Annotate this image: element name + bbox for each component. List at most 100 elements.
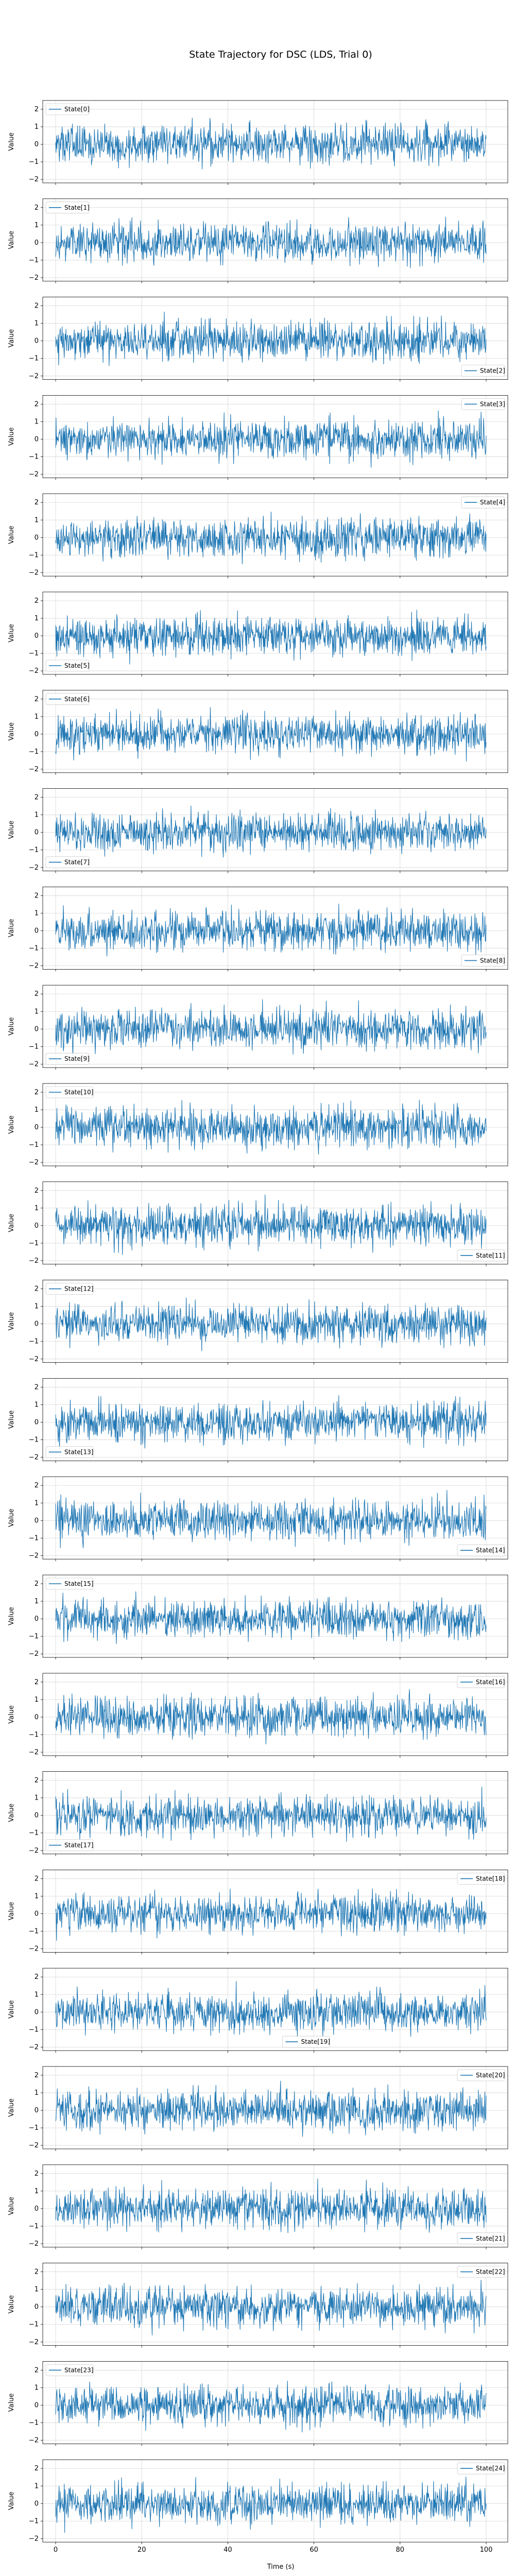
series-line xyxy=(55,805,487,858)
y-axis-title: Value xyxy=(8,1411,15,1429)
y-tick-label: 2 xyxy=(35,2366,39,2374)
y-tick-label: 1 xyxy=(35,2188,39,2195)
legend: State[1] xyxy=(45,201,90,214)
legend-label: State[16] xyxy=(476,1679,505,1686)
series-line xyxy=(55,707,487,761)
x-tick-label: 60 xyxy=(310,2546,318,2554)
y-tick-label: 2 xyxy=(35,892,39,900)
y-tick-label: −1 xyxy=(29,1141,39,1149)
y-tick-label: 0 xyxy=(35,141,39,148)
y-axis-title: Value xyxy=(8,821,15,839)
y-tick-label: −2 xyxy=(29,2437,39,2445)
axes-frame xyxy=(42,985,508,1068)
y-tick-label: 2 xyxy=(35,2268,39,2276)
legend-label: State[9] xyxy=(64,1055,90,1062)
y-axis-title: Value xyxy=(8,1214,15,1232)
legend-box xyxy=(461,955,505,967)
x-axis-title: Time (s) xyxy=(267,2563,295,2571)
legend-label: State[6] xyxy=(64,696,90,703)
y-tick-label: 1 xyxy=(35,2482,39,2490)
series-line xyxy=(55,1787,487,1842)
y-tick-label: −1 xyxy=(29,1534,39,1542)
y-tick-label: 2 xyxy=(35,1580,39,1588)
axes-frame xyxy=(42,1771,508,1855)
legend-label: State[17] xyxy=(64,1842,93,1849)
legend: State[24] xyxy=(457,2462,505,2475)
legend-box xyxy=(45,1446,94,1458)
y-tick-label: 2 xyxy=(35,1679,39,1686)
y-tick-label: 0 xyxy=(35,239,39,247)
legend: State[16] xyxy=(457,1676,505,1688)
legend-box xyxy=(45,1053,90,1065)
y-tick-label: −2 xyxy=(29,2535,39,2543)
subplot-12: −2 −1 0 1 2 Value State[12] xyxy=(8,1280,508,1365)
y-tick-label: 0 xyxy=(35,1615,39,1623)
legend: State[7] xyxy=(45,856,90,868)
y-axis-title: Value xyxy=(8,1705,15,1724)
y-axis-title: Value xyxy=(8,1017,15,1036)
y-tick-label: 1 xyxy=(35,1696,39,1704)
subplot-6: −2 −1 0 1 2 Value State[6] xyxy=(8,690,508,775)
x-tick-label: 80 xyxy=(396,2546,405,2554)
legend: State[11] xyxy=(457,1249,505,1262)
legend-box xyxy=(457,2266,505,2278)
y-tick-label: −1 xyxy=(29,1633,39,1640)
axes-frame xyxy=(42,1476,508,1560)
y-tick-label: 1 xyxy=(35,1991,39,1998)
subplot-22: −2 −1 0 1 2 Value State[22] xyxy=(8,2263,508,2348)
legend-box xyxy=(457,2232,505,2245)
subplot-1: −2 −1 0 1 2 Value State[1] xyxy=(8,198,508,283)
subplot-7: −2 −1 0 1 2 Value State[7] xyxy=(8,788,508,873)
y-tick-label: −2 xyxy=(29,1650,39,1658)
y-tick-label: −1 xyxy=(29,1240,39,1247)
y-tick-label: 1 xyxy=(35,1598,39,1605)
y-tick-label: −1 xyxy=(29,2124,39,2132)
legend-box xyxy=(45,659,90,672)
y-tick-label: −1 xyxy=(29,257,39,264)
y-tick-label: −1 xyxy=(29,1928,39,1936)
subplot-8: −2 −1 0 1 2 Value State[8] xyxy=(8,887,508,972)
plot-area xyxy=(43,198,508,281)
legend-label: State[22] xyxy=(476,2268,505,2276)
y-tick-label: 0 xyxy=(35,2107,39,2114)
y-tick-label: −1 xyxy=(29,551,39,559)
y-axis-title: Value xyxy=(8,1902,15,1921)
y-tick-label: 0 xyxy=(35,731,39,738)
axes-frame xyxy=(42,1280,508,1363)
y-tick-label: −2 xyxy=(29,569,39,577)
legend-label: State[7] xyxy=(64,859,90,866)
y-tick-label: 0 xyxy=(35,829,39,837)
y-tick-label: −2 xyxy=(29,372,39,380)
y-tick-label: −2 xyxy=(29,1749,39,1756)
legend-box xyxy=(461,365,505,377)
series-line xyxy=(55,999,487,1057)
legend-box xyxy=(45,103,90,115)
y-axis-title: Value xyxy=(8,919,15,938)
series-line xyxy=(55,1489,487,1549)
series-line xyxy=(55,2279,487,2335)
y-axis-title: Value xyxy=(8,329,15,348)
y-tick-label: 0 xyxy=(35,1222,39,1230)
y-tick-label: 2 xyxy=(35,1875,39,1883)
y-tick-label: −1 xyxy=(29,846,39,854)
y-tick-label: 0 xyxy=(35,2205,39,2213)
y-tick-label: −2 xyxy=(29,2142,39,2149)
y-tick-label: 2 xyxy=(35,1777,39,1785)
y-axis-title: Value xyxy=(8,2197,15,2215)
axes-frame xyxy=(42,1869,508,1953)
legend-label: State[2] xyxy=(480,367,505,375)
y-axis-title: Value xyxy=(8,1804,15,1822)
plot-area xyxy=(43,1673,508,1756)
legend-label: State[19] xyxy=(301,2038,330,2045)
subplot-16: −2 −1 0 1 2 Value State[16] xyxy=(8,1673,508,1758)
y-tick-label: 2 xyxy=(35,1285,39,1293)
y-tick-label: 2 xyxy=(35,2170,39,2178)
y-tick-label: −1 xyxy=(29,1338,39,1346)
series-line xyxy=(55,609,487,665)
legend-label: State[24] xyxy=(476,2465,505,2472)
legend-box xyxy=(45,2364,94,2376)
series-line xyxy=(55,1297,487,1351)
subplot-2: −2 −1 0 1 2 Value State[2] xyxy=(8,297,508,382)
y-tick-label: −2 xyxy=(29,1552,39,1560)
y-tick-label: −2 xyxy=(29,2043,39,2051)
